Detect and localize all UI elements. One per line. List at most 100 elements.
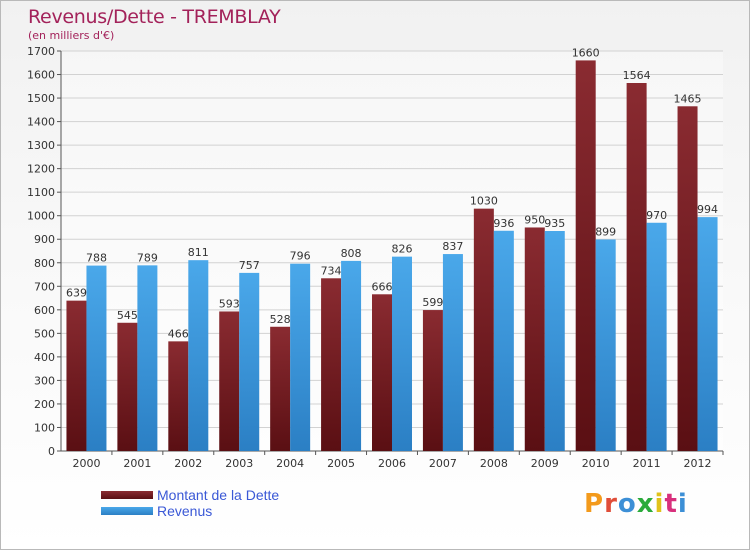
x-tick-label: 2004: [276, 457, 304, 470]
bar-revenue-2009: [544, 231, 565, 451]
bar-revenue-2011: [646, 222, 667, 451]
bar-debt-2002: [168, 341, 189, 451]
data-label-revenue-2005: 808: [341, 247, 362, 260]
y-tick-label: 1600: [27, 69, 55, 82]
y-tick-label: 1700: [27, 45, 55, 58]
y-tick-label: 1500: [27, 92, 55, 105]
data-label-revenue-2012: 994: [697, 203, 718, 216]
data-label-debt-2007: 599: [422, 296, 443, 309]
legend-item-revenue: Revenus: [101, 503, 279, 519]
data-label-revenue-2006: 826: [392, 243, 413, 256]
bar-revenue-2003: [239, 272, 260, 451]
data-label-revenue-2004: 796: [290, 250, 311, 263]
bar-debt-2001: [117, 322, 138, 451]
x-tick-label: 2006: [378, 457, 406, 470]
data-labels: 639 788 545 789 466 811 593 757 528 796 734 808 666 8…: [66, 46, 718, 340]
data-label-debt-2009: 950: [524, 213, 545, 226]
legend-swatch-debt: [101, 491, 153, 499]
bar-debt-2006: [372, 294, 392, 451]
x-tick-label: 2009: [531, 457, 559, 470]
y-tick-label: 600: [34, 304, 55, 317]
x-tick-label: 2001: [123, 457, 151, 470]
data-label-debt-2000: 639: [66, 287, 87, 300]
data-label-revenue-2011: 970: [646, 209, 667, 222]
y-tick-label: 400: [34, 351, 55, 364]
bar-debt-2004: [270, 326, 291, 451]
logo-letter: t: [664, 489, 678, 519]
chart-title: Revenus/Dette - TREMBLAY: [28, 6, 281, 28]
data-label-debt-2001: 545: [117, 309, 138, 322]
data-label-revenue-2003: 757: [239, 259, 260, 272]
data-label-revenue-2007: 837: [442, 240, 463, 253]
logo-letter: r: [604, 489, 618, 519]
legend-label-debt: Montant de la Dette: [157, 487, 280, 503]
data-label-revenue-2002: 811: [188, 246, 209, 259]
logo-letter: P: [584, 489, 605, 519]
data-label-debt-2012: 1465: [674, 92, 702, 105]
bar-debt-2012: [677, 106, 698, 451]
bar-revenue-2007: [442, 254, 463, 451]
bar-revenue-2008: [493, 230, 514, 451]
x-tick-label: 2003: [225, 457, 253, 470]
data-label-debt-2011: 1564: [623, 69, 651, 82]
y-tick-label: 700: [34, 280, 55, 293]
y-tick-label: 900: [34, 233, 55, 246]
data-label-debt-2003: 593: [219, 297, 240, 310]
bar-revenue-2001: [137, 265, 158, 451]
data-label-debt-2008: 1030: [470, 195, 498, 208]
x-tick-label: 2000: [72, 457, 100, 470]
legend-swatch-revenue: [101, 507, 153, 515]
bar-debt-2007: [422, 310, 443, 451]
chart-subtitle: (en milliers d'€): [28, 29, 115, 42]
data-label-debt-2006: 666: [372, 280, 393, 293]
y-tick-label: 1300: [27, 139, 55, 152]
bar-revenue-2002: [188, 260, 209, 451]
logo-letter: o: [617, 489, 637, 519]
bar-debt-2011: [626, 83, 647, 451]
bar-debt-2005: [321, 278, 342, 451]
bar-debt-2010: [575, 60, 596, 451]
data-label-revenue-2010: 899: [595, 225, 616, 238]
x-tick-label: 2007: [429, 457, 457, 470]
y-tick-label: 1200: [27, 163, 55, 176]
x-tick-label: 2005: [327, 457, 355, 470]
x-tick-label: 2008: [480, 457, 508, 470]
bar-debt-2009: [524, 227, 545, 451]
data-label-revenue-2008: 936: [493, 217, 514, 230]
legend-label-revenue: Revenus: [157, 503, 213, 519]
y-tick-label: 800: [34, 257, 55, 270]
y-tick-label: 200: [34, 398, 55, 411]
y-tick-label: 1000: [27, 210, 55, 223]
bar-revenue-2010: [595, 239, 616, 451]
data-label-debt-2002: 466: [168, 327, 189, 340]
logo-letter: i: [654, 489, 665, 519]
x-tick-label: 2002: [174, 457, 202, 470]
y-tick-label: 300: [34, 374, 55, 387]
bar-revenue-2004: [290, 263, 311, 451]
bar-debt-2008: [473, 208, 494, 451]
bars: [66, 60, 718, 451]
y-tick-label: 0: [48, 445, 55, 458]
data-label-revenue-2009: 935: [544, 217, 565, 230]
legend-item-debt: Montant de la Dette: [101, 487, 279, 503]
data-label-revenue-2000: 788: [86, 252, 107, 265]
logo-letter: x: [636, 489, 655, 519]
x-tick-label: 2012: [684, 457, 712, 470]
logo-letter: i: [677, 489, 688, 519]
bar-debt-2003: [219, 311, 240, 451]
data-label-debt-2010: 1660: [572, 46, 600, 59]
y-tick-label: 1400: [27, 116, 55, 129]
data-label-debt-2005: 734: [321, 264, 342, 277]
bar-revenue-2005: [341, 260, 362, 451]
y-tick-label: 1100: [27, 186, 55, 199]
proxiti-logo: Proxiti: [584, 489, 688, 519]
bar-revenue-2012: [697, 217, 718, 451]
x-tick-label: 2010: [582, 457, 610, 470]
bar-revenue-2006: [392, 256, 412, 451]
legend: Montant de la Dette Revenus: [101, 487, 279, 519]
y-tick-label: 500: [34, 327, 55, 340]
data-label-debt-2004: 528: [270, 313, 291, 326]
bar-revenue-2000: [86, 265, 107, 451]
